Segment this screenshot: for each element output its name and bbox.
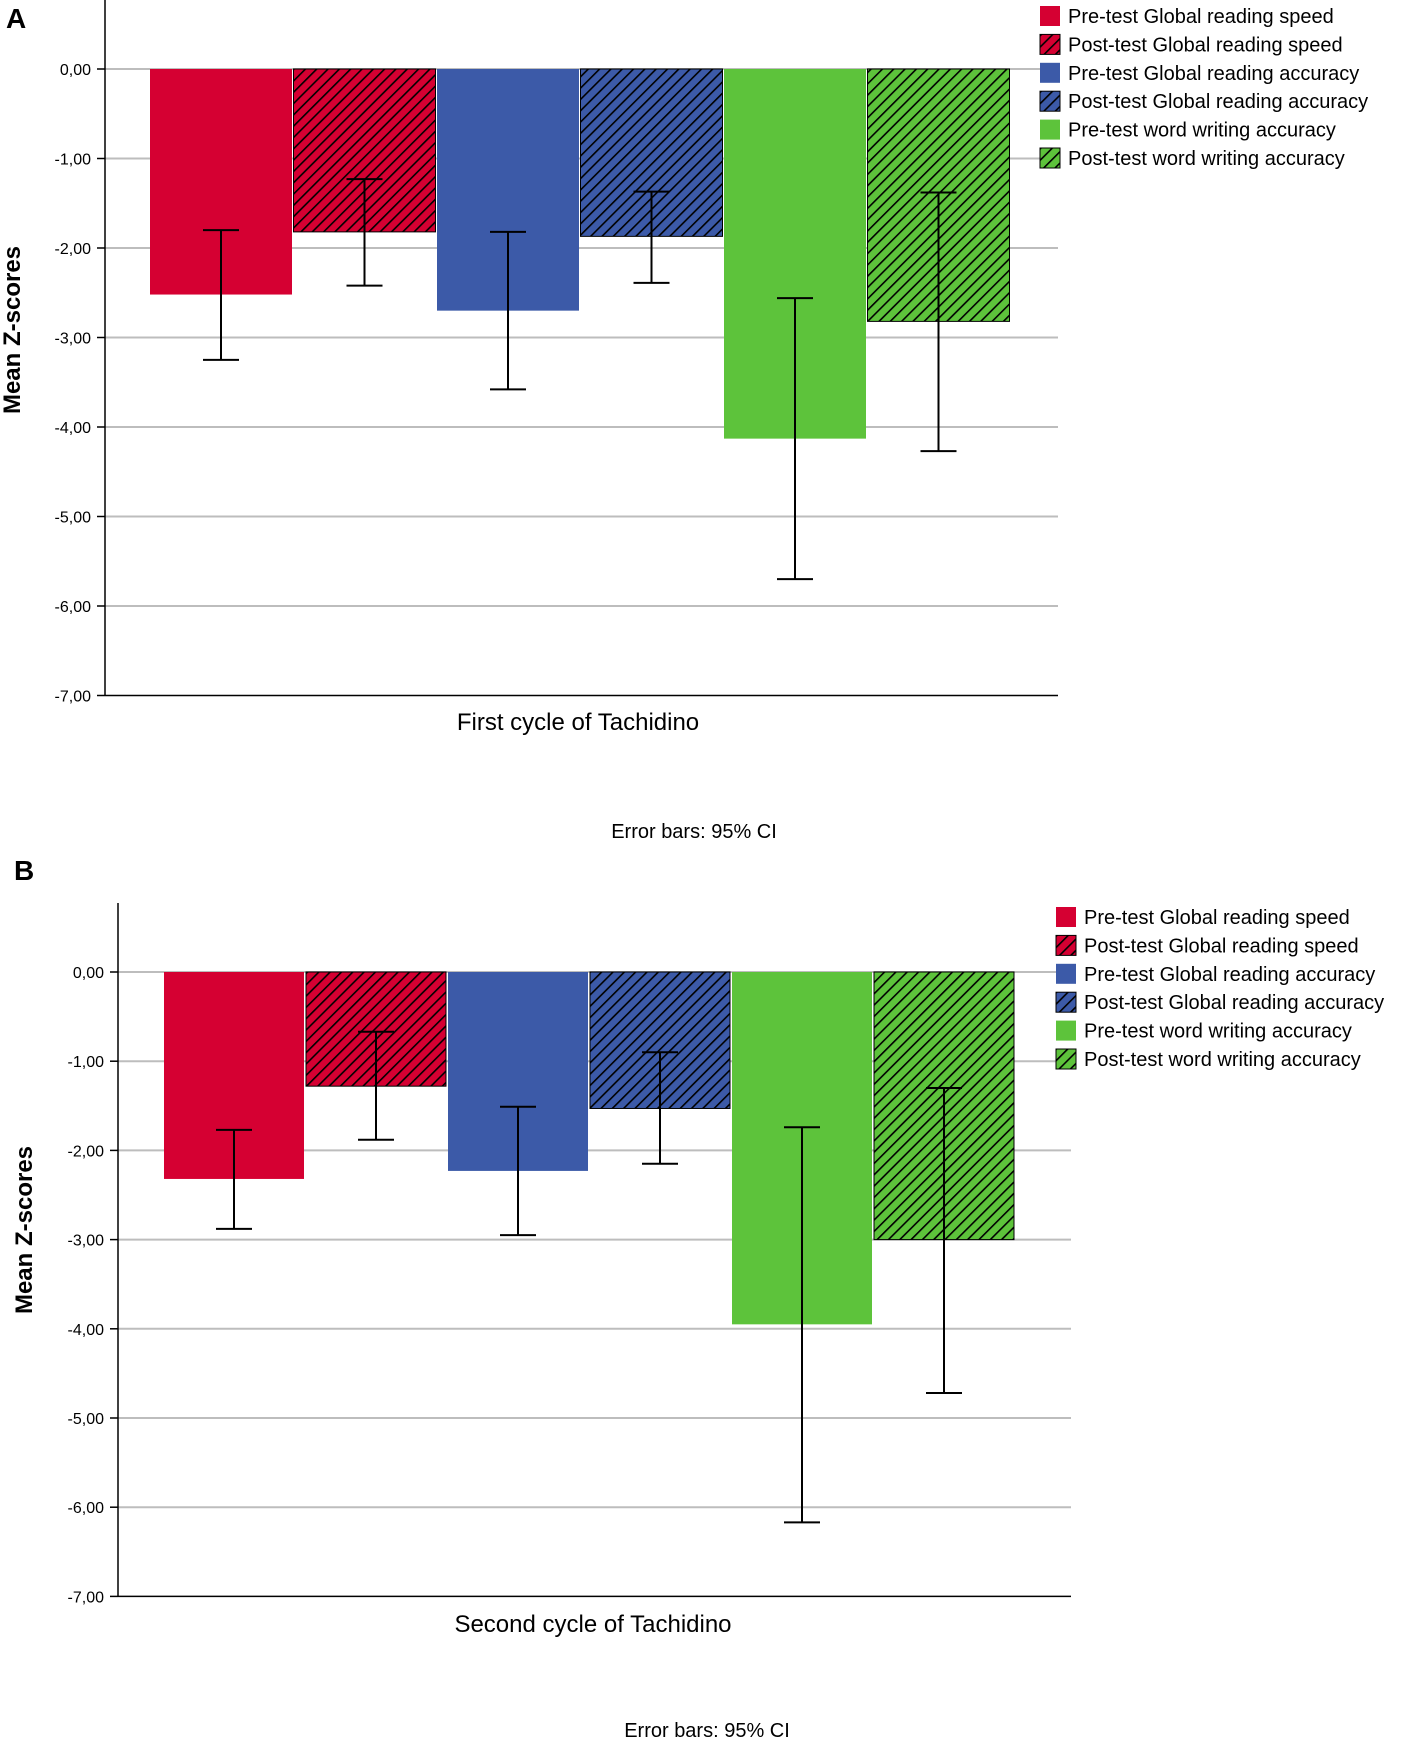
- y-tick-label: -1,00: [55, 152, 92, 169]
- panel-a-x-axis-label: First cycle of Tachidino: [457, 709, 699, 736]
- panel-b-error-bars: [216, 1030, 962, 1524]
- y-tick-label: -3,00: [68, 1233, 105, 1250]
- legend-label-4: Post-test Global reading accuracy: [1084, 992, 1384, 1014]
- panel-a-y-axis-label: Mean Z-scores: [0, 246, 26, 414]
- legend-label-5: Pre-test word writing accuracy: [1068, 120, 1336, 142]
- y-tick-label: 0,00: [60, 62, 91, 79]
- legend-label-5: Pre-test word writing accuracy: [1084, 1021, 1352, 1043]
- y-tick-label: -4,00: [68, 1322, 105, 1339]
- panel-b-y-tick-labels: 0,00 -1,00 -2,00 -3,00 -4,00 -5,00 -6,00 -7,00: [68, 965, 105, 1606]
- panel-a-bars: [150, 68, 1010, 439]
- panel-a-legend: Pre-test Global reading speed Post-test G…: [1039, 6, 1368, 170]
- legend-label-6: Post-test word writing accuracy: [1068, 148, 1345, 170]
- legend-swatch-3: [1056, 963, 1076, 984]
- y-tick-label: -2,00: [68, 1143, 105, 1160]
- legend-swatch-6: [1039, 147, 1061, 169]
- panel-b-bars: [164, 971, 1015, 1325]
- y-tick-label: -5,00: [55, 510, 92, 527]
- legend-label-3: Pre-test Global reading accuracy: [1068, 63, 1359, 85]
- legend-label-4: Post-test Global reading accuracy: [1068, 91, 1368, 113]
- panel-b-x-axis-label: Second cycle of Tachidino: [454, 1611, 731, 1638]
- legend-label-2: Post-test Global reading speed: [1068, 34, 1343, 56]
- legend-label-1: Pre-test Global reading speed: [1068, 6, 1334, 28]
- y-tick-label: -4,00: [55, 420, 92, 437]
- legend-swatch-1: [1040, 6, 1060, 26]
- y-tick-label: -7,00: [55, 689, 92, 706]
- panel-a-label: A: [6, 3, 26, 34]
- panel-a: A 0,00 -1,00 -2,00 -3,00 -4,00 -5,00 -6,00 -7,0…: [0, 0, 1368, 843]
- panel-a-error-bars: [203, 178, 957, 581]
- legend-label-3: Pre-test Global reading accuracy: [1084, 964, 1375, 986]
- legend-label-6: Post-test word writing accuracy: [1084, 1049, 1361, 1071]
- legend-swatch-2: [1055, 934, 1077, 956]
- panel-b-y-axis-label: Mean Z-scores: [11, 1146, 38, 1314]
- panel-b-error-bar-note: Error bars: 95% CI: [624, 1720, 790, 1740]
- legend-swatch-5: [1040, 119, 1060, 140]
- panel-a-error-bar-note: Error bars: 95% CI: [611, 821, 777, 843]
- y-tick-label: -6,00: [55, 599, 92, 616]
- legend-label-1: Pre-test Global reading speed: [1084, 907, 1350, 929]
- y-tick-label: -2,00: [55, 241, 92, 258]
- panel-b-legend: Pre-test Global reading speed Post-test G…: [1055, 907, 1384, 1071]
- legend-swatch-4: [1039, 90, 1061, 112]
- legend-swatch-5: [1056, 1020, 1076, 1041]
- legend-swatch-6: [1055, 1048, 1077, 1070]
- y-tick-label: -6,00: [68, 1500, 105, 1517]
- y-tick-label: 0,00: [73, 965, 104, 982]
- panel-a-axes: [97, 0, 1058, 697]
- panel-b: B 0,00 -1,00 -2,00 -3,00 -4,00 -5,00 -6,00 -7,0…: [11, 855, 1384, 1740]
- y-tick-label: -7,00: [68, 1589, 105, 1606]
- panel-a-y-tick-labels: 0,00 -1,00 -2,00 -3,00 -4,00 -5,00 -6,00 -7,00: [55, 62, 92, 706]
- legend-swatch-2: [1039, 33, 1061, 55]
- panel-b-axes: [110, 903, 1071, 1598]
- y-tick-label: -3,00: [55, 331, 92, 348]
- legend-swatch-1: [1056, 907, 1076, 927]
- legend-swatch-4: [1055, 991, 1077, 1013]
- y-tick-label: -5,00: [68, 1411, 105, 1428]
- panel-b-label: B: [14, 855, 34, 886]
- legend-label-2: Post-test Global reading speed: [1084, 935, 1359, 957]
- y-tick-label: -1,00: [68, 1054, 105, 1071]
- legend-swatch-3: [1040, 62, 1060, 83]
